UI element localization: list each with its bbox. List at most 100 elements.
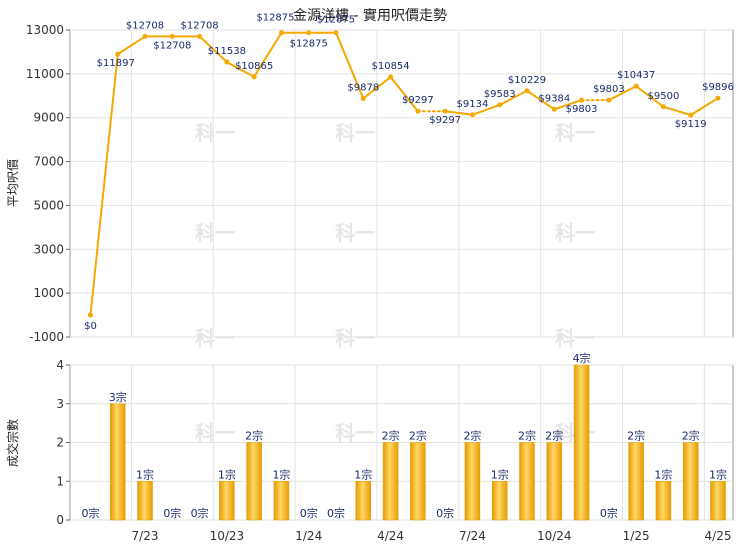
price-point [142, 33, 148, 39]
volume-data-label: 0宗 [327, 506, 345, 520]
price-point [497, 102, 503, 108]
volume-data-label: 1宗 [491, 467, 509, 481]
price-line-segment [116, 35, 147, 56]
volume-bar [464, 442, 481, 521]
chart-title: 金源洋樓 - 實用呎價走勢 [293, 7, 447, 24]
price-point [633, 83, 639, 89]
watermark-text: 科一 [335, 221, 375, 245]
price-data-label: $9803 [566, 104, 598, 115]
watermark-text: 科一 [195, 221, 235, 245]
volume-data-label: 1宗 [709, 467, 727, 481]
price-data-label: $9119 [675, 119, 707, 130]
volume-bar [519, 442, 535, 521]
price-data-label: $0 [84, 321, 97, 332]
price-point [251, 74, 257, 80]
price-line-segment [607, 85, 638, 102]
x-tick-label: 7/23 [132, 529, 159, 543]
price-tick-label: 1000 [33, 286, 64, 300]
volume-data-label: 2宗 [627, 429, 645, 443]
price-tick-label: 13000 [26, 23, 64, 37]
watermark-text: 科一 [555, 326, 595, 350]
volume-bar [137, 481, 153, 521]
volume-data-label: 0宗 [191, 506, 209, 520]
volume-bar [382, 442, 399, 521]
volume-bar [573, 364, 590, 521]
x-tick-label: 4/25 [705, 529, 732, 543]
price-line-segment [526, 89, 556, 111]
volume-data-label: 1宗 [354, 467, 372, 481]
price-data-label: $12708 [181, 20, 219, 31]
price-point [333, 30, 339, 36]
price-line-segment [389, 76, 419, 113]
volume-bar [682, 442, 699, 521]
volume-data-label: 1宗 [272, 467, 290, 481]
price-axis-label: 平均呎價 [6, 159, 20, 207]
price-point [415, 108, 421, 114]
price-point [278, 30, 284, 36]
volume-bar [710, 481, 726, 521]
volume-bar [655, 481, 672, 521]
volume-data-label: 4宗 [573, 351, 591, 365]
x-tick-label: 10/24 [537, 529, 572, 543]
volume-bar [355, 481, 372, 521]
price-data-label: $12875 [317, 15, 355, 26]
price-data-label: $11897 [97, 58, 135, 69]
volume-bar [628, 442, 644, 521]
price-line-segment [553, 99, 583, 111]
price-line-segment [225, 61, 256, 78]
volume-data-label: 1宗 [136, 467, 154, 481]
price-point [87, 312, 93, 318]
price-data-label: $9384 [538, 93, 570, 104]
volume-data-label: 0宗 [81, 506, 99, 520]
price-data-label: $9583 [484, 89, 516, 100]
price-tick-label: -1000 [29, 330, 64, 344]
price-point [115, 51, 121, 57]
watermark-text: 科一 [335, 326, 375, 350]
price-data-label: $9878 [347, 82, 379, 93]
x-tick-label: 10/23 [210, 529, 245, 543]
price-tick-label: 5000 [33, 198, 64, 212]
volume-bar [219, 481, 235, 521]
volume-bar [246, 442, 262, 521]
price-data-label: $10854 [371, 61, 409, 72]
volume-bar [109, 403, 126, 521]
volume-data-label: 0宗 [163, 506, 181, 520]
x-tick-label: 1/25 [623, 529, 650, 543]
price-data-label: $12708 [153, 40, 191, 51]
x-tick-label: 4/24 [377, 529, 404, 543]
volume-data-label: 2宗 [682, 429, 700, 443]
price-point [469, 112, 475, 118]
volume-tick-label: 0 [56, 513, 64, 527]
price-data-label: $9896 [702, 82, 734, 93]
price-line-segment [662, 105, 692, 117]
price-line-segment [362, 76, 392, 100]
volume-data-label: 0宗 [300, 506, 318, 520]
price-data-label: $12875 [290, 39, 328, 50]
volume-data-label: 2宗 [409, 429, 427, 443]
watermark-text: 科一 [195, 326, 235, 350]
price-line-segment [253, 31, 283, 78]
volume-data-label: 1宗 [654, 467, 672, 481]
price-tick-label: 11000 [26, 67, 64, 81]
volume-data-label: 0宗 [436, 506, 454, 520]
price-line-segment [498, 89, 529, 106]
watermark-text: 科一 [195, 121, 235, 145]
watermark-text: 科一 [555, 121, 595, 145]
price-point [388, 74, 394, 80]
volume-axis-label: 成交宗數 [5, 419, 20, 467]
price-line-segment [89, 53, 119, 317]
price-point [169, 33, 175, 39]
x-tick-label: 7/24 [459, 529, 486, 543]
price-data-label: $9803 [593, 84, 625, 95]
volume-data-label: 2宗 [382, 429, 400, 443]
volume-tick-label: 2 [56, 436, 64, 450]
price-point [197, 33, 203, 39]
price-data-label: $12708 [126, 20, 164, 31]
price-data-label: $10865 [235, 61, 273, 72]
price-point [360, 95, 366, 101]
price-point [442, 108, 448, 114]
watermark-text: 科一 [335, 121, 375, 145]
volume-bar [273, 481, 290, 521]
